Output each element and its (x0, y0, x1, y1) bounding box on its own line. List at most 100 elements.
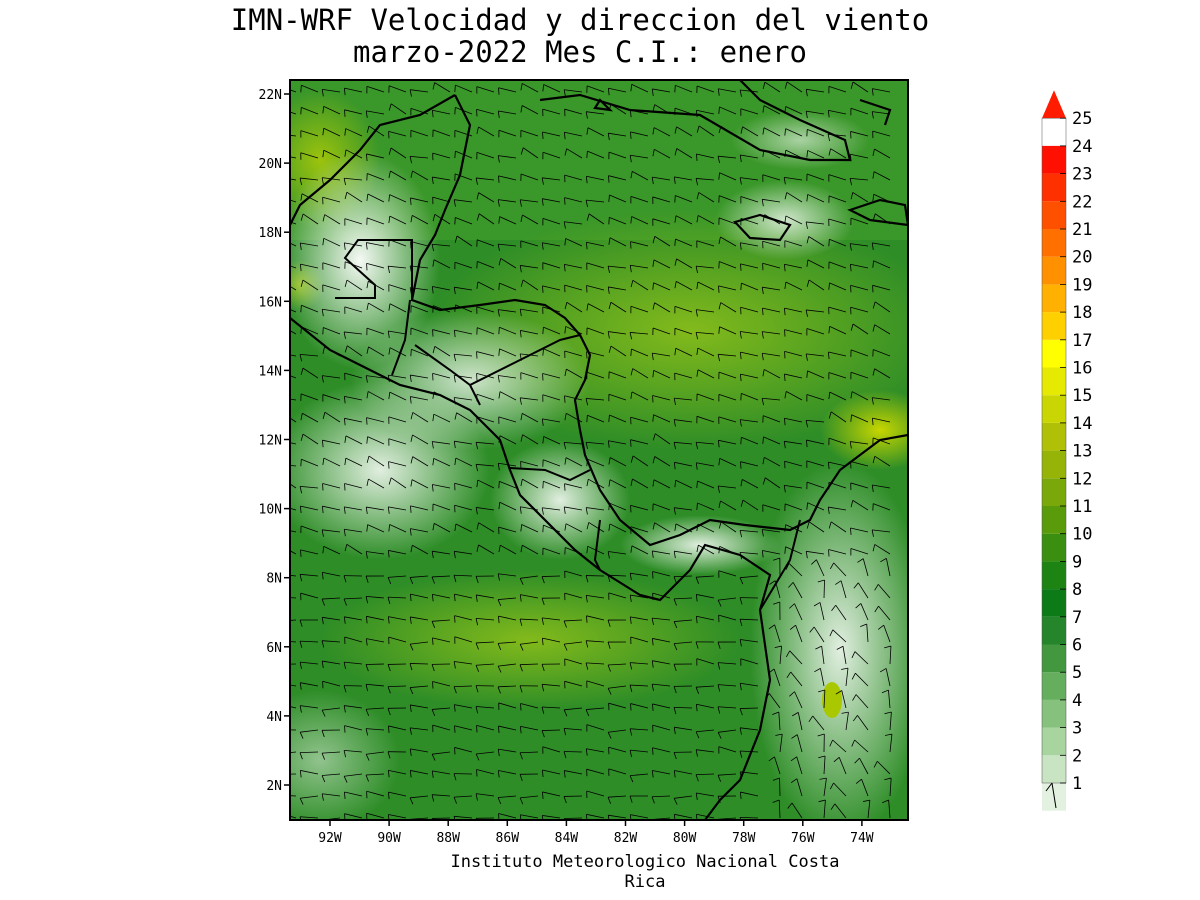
wind-barb (542, 706, 561, 709)
wind-barb (323, 546, 341, 555)
wind-barb (674, 372, 693, 379)
wind-barb (454, 199, 473, 203)
wind-barb-flag (884, 711, 892, 715)
wind-barb-flag (519, 330, 522, 338)
wind-barb-flag (387, 375, 390, 383)
wind-barb (828, 549, 847, 555)
wind-barb (779, 734, 783, 753)
wind-barb-flag (322, 106, 325, 114)
wind-barb-flag (366, 193, 369, 201)
wind-barb-flag (453, 375, 456, 383)
wind-barb (290, 795, 297, 797)
wind-barb (608, 393, 627, 401)
wind-barb-flag (652, 259, 655, 267)
wind-barb-flag (585, 662, 589, 670)
wind-barb (676, 148, 693, 159)
wind-barb (542, 108, 561, 115)
wind-barb-flag (607, 286, 610, 294)
wind-barb-flag (519, 199, 522, 207)
wind-barb-flag (768, 624, 775, 630)
wind-barb (764, 456, 781, 467)
wind-barb-flag (872, 368, 875, 376)
wind-barb (674, 305, 693, 313)
wind-barb (828, 461, 847, 467)
wind-barb (874, 544, 891, 555)
wind-barb (740, 373, 759, 379)
wind-barb (290, 89, 297, 93)
wind-barb (830, 148, 847, 159)
wind-barb (807, 150, 825, 159)
wind-barb (762, 307, 781, 313)
wind-barb (344, 306, 363, 313)
wind-barb (432, 441, 451, 445)
wind-barb (300, 661, 319, 665)
wind-barb-flag (409, 396, 412, 404)
map-title-line2: marzo-2022 Mes C.I.: enero (353, 35, 807, 69)
wind-barb-flag (808, 715, 814, 723)
wind-barb (476, 86, 495, 93)
wind-barb (366, 153, 385, 159)
wind-barb-flag (761, 287, 764, 295)
wind-barb (850, 349, 869, 357)
wind-barb (476, 663, 495, 666)
wind-barb-flag (786, 671, 792, 679)
wind-barb-flag (881, 689, 889, 694)
wind-barb (290, 134, 297, 137)
wind-barb-flag (278, 397, 279, 404)
wind-barb (652, 327, 671, 335)
wind-barb-flag (366, 478, 369, 486)
wind-barb (674, 461, 693, 467)
wind-barb (773, 668, 781, 687)
wind-barb-flag (365, 664, 369, 672)
wind-barb-flag (388, 303, 391, 311)
wind-barb-flag (673, 798, 678, 805)
wind-barb-flag (366, 281, 369, 289)
wind-barb (454, 440, 473, 445)
wind-barb-flag (432, 259, 435, 267)
wind-barb (696, 441, 715, 445)
wind-barb-flag (828, 392, 831, 400)
wind-barb (500, 258, 517, 269)
wind-barb-flag (322, 458, 325, 466)
wind-barb (586, 594, 605, 599)
wind-barb-flag (629, 750, 632, 758)
wind-barb-flag (586, 415, 588, 423)
wind-barb-flag (850, 192, 854, 200)
wind-barb (676, 126, 693, 137)
wind-barb-flag (696, 215, 699, 223)
wind-barb-flag (365, 596, 369, 604)
wind-barb-flag (586, 213, 590, 221)
wind-barb-flag (563, 620, 567, 628)
wind-barb (850, 107, 869, 115)
wind-barb-flag (278, 353, 279, 360)
wind-barb (476, 463, 495, 467)
wind-barb-flag (475, 464, 478, 472)
wind-barb (322, 375, 341, 379)
wind-barb (720, 125, 737, 137)
wind-barb-flag (740, 499, 744, 507)
wind-barb (762, 174, 781, 181)
wind-barb (454, 482, 473, 489)
wind-barb-flag (475, 442, 478, 450)
wind-barb-flag (300, 279, 304, 287)
wind-barb (829, 282, 847, 291)
wind-barb (654, 236, 671, 247)
wind-barb (674, 107, 693, 115)
wind-barb (498, 813, 517, 819)
wind-barb (365, 663, 385, 665)
wind-barb (476, 706, 495, 709)
wind-barb (388, 131, 407, 137)
wind-barb-flag (607, 133, 610, 141)
wind-barb-flag (497, 244, 500, 252)
wind-barb (520, 353, 539, 357)
wind-barb (564, 641, 583, 645)
wind-barb (632, 455, 649, 467)
wind-barb (674, 550, 693, 555)
wind-barb-flag (629, 155, 632, 163)
wind-barb (542, 683, 561, 687)
wind-barb (542, 637, 561, 643)
wind-barb (388, 374, 407, 379)
colorbar-segment (1042, 561, 1066, 590)
wind-barb (764, 477, 781, 489)
wind-barb (609, 523, 627, 533)
